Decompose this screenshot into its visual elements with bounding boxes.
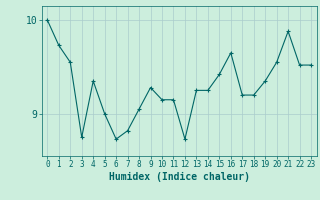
X-axis label: Humidex (Indice chaleur): Humidex (Indice chaleur) [109, 172, 250, 182]
